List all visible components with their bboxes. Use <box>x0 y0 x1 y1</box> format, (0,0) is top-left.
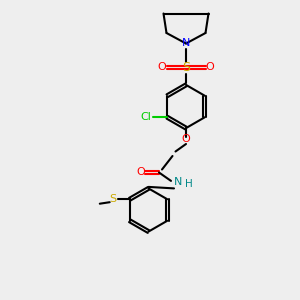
Text: O: O <box>158 62 166 73</box>
Text: O: O <box>136 167 145 178</box>
Text: N: N <box>174 177 183 188</box>
Text: S: S <box>182 61 190 74</box>
Text: Cl: Cl <box>140 112 151 122</box>
Text: O: O <box>206 62 214 73</box>
Text: S: S <box>110 194 117 204</box>
Text: N: N <box>182 38 190 49</box>
Text: H: H <box>184 179 192 190</box>
Text: O: O <box>182 134 190 145</box>
